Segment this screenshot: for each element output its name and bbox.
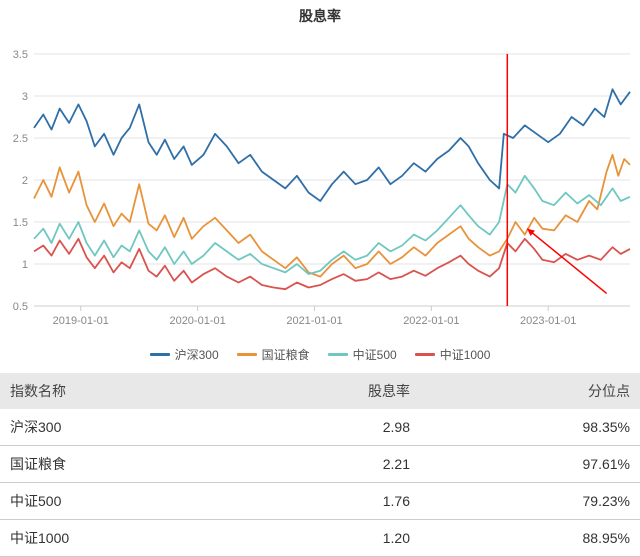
cell-pct: 88.95% xyxy=(520,520,640,557)
cell-pct: 97.61% xyxy=(520,446,640,483)
cell-rate: 2.21 xyxy=(220,446,520,483)
cell-pct: 98.35% xyxy=(520,409,640,446)
th-name: 指数名称 xyxy=(0,373,220,409)
svg-text:3.5: 3.5 xyxy=(13,49,28,61)
legend-swatch-1 xyxy=(237,353,257,356)
legend-label-0: 沪深300 xyxy=(175,346,219,363)
legend-label-3: 中证1000 xyxy=(440,346,491,363)
legend-swatch-3 xyxy=(415,353,435,356)
cell-rate: 1.76 xyxy=(220,483,520,520)
cell-pct: 79.23% xyxy=(520,483,640,520)
legend-swatch-2 xyxy=(328,353,348,356)
svg-text:2019-01-01: 2019-01-01 xyxy=(53,315,109,327)
th-pct: 分位点 xyxy=(520,373,640,409)
chart-svg: 0.5 1 1.5 2 2.5 3 3.5 2019-01-01 2020-01-01 2021-… xyxy=(0,26,640,346)
table-row: 国证粮食 2.21 97.61% xyxy=(0,446,640,483)
legend-item-3: 中证1000 xyxy=(415,346,491,363)
table-header-row: 指数名称 股息率 分位点 xyxy=(0,373,640,409)
svg-text:0.5: 0.5 xyxy=(13,301,28,313)
legend-swatch-0 xyxy=(150,353,170,356)
svg-text:2.5: 2.5 xyxy=(13,133,28,145)
svg-text:2022-01-01: 2022-01-01 xyxy=(403,315,459,327)
table-row: 沪深300 2.98 98.35% xyxy=(0,409,640,446)
cell-rate: 2.98 xyxy=(220,409,520,446)
cell-rate: 1.20 xyxy=(220,520,520,557)
table-row: 中证500 1.76 79.23% xyxy=(0,483,640,520)
svg-text:1: 1 xyxy=(22,259,28,271)
svg-text:2020-01-01: 2020-01-01 xyxy=(169,315,225,327)
chart-area: 股息率 0.5 1 1.5 2 2.5 3 3.5 2019-01-01 2020-01-01 2… xyxy=(0,0,640,340)
cell-name: 国证粮食 xyxy=(0,446,220,483)
th-rate: 股息率 xyxy=(220,373,520,409)
svg-text:2021-01-01: 2021-01-01 xyxy=(286,315,342,327)
svg-text:1.5: 1.5 xyxy=(13,217,28,229)
svg-text:2: 2 xyxy=(22,175,28,187)
legend-item-1: 国证粮食 xyxy=(237,346,310,363)
legend-item-0: 沪深300 xyxy=(150,346,219,363)
svg-text:2023-01-01: 2023-01-01 xyxy=(520,315,576,327)
cell-name: 中证1000 xyxy=(0,520,220,557)
data-table: 指数名称 股息率 分位点 沪深300 2.98 98.35% 国证粮食 2.21… xyxy=(0,373,640,557)
table-row: 中证1000 1.20 88.95% xyxy=(0,520,640,557)
legend-item-2: 中证500 xyxy=(328,346,397,363)
legend-label-2: 中证500 xyxy=(353,346,397,363)
legend-label-1: 国证粮食 xyxy=(262,346,310,363)
cell-name: 沪深300 xyxy=(0,409,220,446)
svg-text:3: 3 xyxy=(22,91,28,103)
chart-title: 股息率 xyxy=(0,0,640,26)
figure-container: 股息率 0.5 1 1.5 2 2.5 3 3.5 2019-01-01 2020-01-01 2… xyxy=(0,0,640,557)
cell-name: 中证500 xyxy=(0,483,220,520)
